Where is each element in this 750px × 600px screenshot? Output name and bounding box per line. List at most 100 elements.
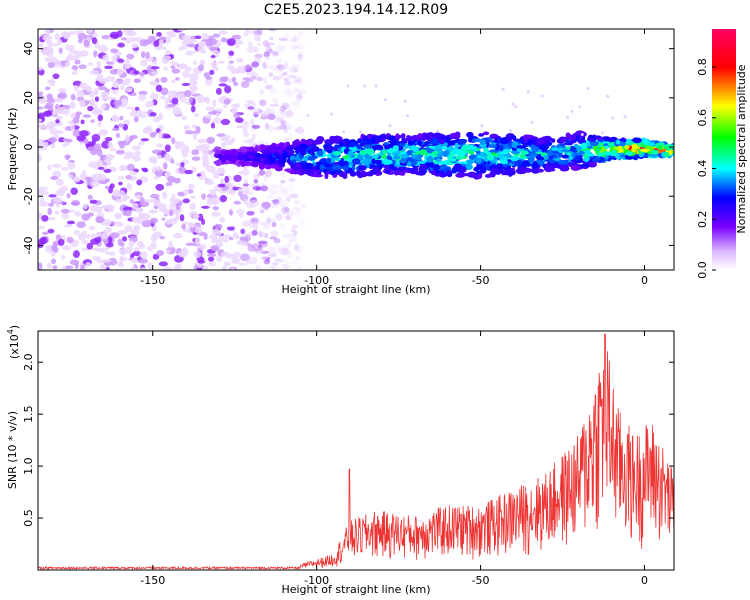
noise-blob xyxy=(209,234,218,240)
signal-blob xyxy=(543,154,548,161)
signal-blob xyxy=(366,148,375,156)
noise-blob xyxy=(144,198,150,203)
noise-blob xyxy=(192,132,198,141)
noise-blob xyxy=(271,199,279,203)
noise-blob xyxy=(190,195,196,199)
noise-blob xyxy=(208,38,218,45)
noise-blob xyxy=(342,130,346,134)
noise-blob xyxy=(266,125,276,132)
signal-blob xyxy=(624,144,630,150)
signal-blob xyxy=(664,151,670,158)
noise-blob xyxy=(210,245,220,252)
noise-blob xyxy=(283,127,289,135)
noise-blob xyxy=(266,217,271,224)
noise-blob xyxy=(190,105,196,113)
noise-blob xyxy=(173,209,179,215)
noise-blob xyxy=(104,137,113,142)
noise-blob xyxy=(270,229,279,237)
signal-blob xyxy=(430,169,437,176)
noise-blob xyxy=(281,199,287,203)
noise-blob xyxy=(268,246,273,253)
noise-blob xyxy=(580,132,584,136)
noise-blob xyxy=(270,245,281,254)
noise-blob xyxy=(135,207,142,213)
noise-blob xyxy=(283,122,290,126)
noise-blob xyxy=(153,116,161,123)
noise-blob xyxy=(272,198,280,205)
noise-blob xyxy=(139,267,147,270)
noise-blob xyxy=(211,201,218,206)
noise-blob xyxy=(218,83,228,87)
signal-blob xyxy=(374,159,383,165)
noise-blob xyxy=(251,124,261,129)
noise-blob xyxy=(46,93,53,100)
noise-blob xyxy=(286,178,295,182)
signal-blob xyxy=(410,167,417,174)
noise-blob xyxy=(93,87,99,96)
noise-blob xyxy=(83,138,89,145)
signal-blob xyxy=(650,149,659,155)
noise-blob xyxy=(62,245,72,251)
noise-blob xyxy=(286,240,293,248)
noise-blob xyxy=(93,50,98,58)
signal-blob xyxy=(427,162,434,167)
noise-blob xyxy=(480,124,484,128)
signal-blob xyxy=(415,155,422,161)
noise-blob xyxy=(153,175,160,180)
signal-blob xyxy=(570,164,581,171)
noise-blob xyxy=(228,209,234,216)
noise-blob xyxy=(282,87,291,96)
noise-blob xyxy=(259,221,268,226)
noise-blob xyxy=(288,46,297,52)
noise-blob xyxy=(69,259,80,266)
noise-blob xyxy=(163,66,168,71)
noise-blob xyxy=(76,91,85,98)
noise-blob xyxy=(242,220,251,227)
noise-blob xyxy=(284,104,288,108)
noise-blob xyxy=(271,221,277,228)
noise-blob xyxy=(211,211,221,217)
noise-blob xyxy=(290,228,296,233)
noise-blob xyxy=(196,267,203,270)
noise-blob xyxy=(224,181,233,187)
noise-blob xyxy=(70,187,78,195)
noise-blob xyxy=(298,50,304,58)
noise-blob xyxy=(283,81,292,86)
signal-blob xyxy=(457,151,464,156)
signal-blob xyxy=(478,172,483,179)
signal-blob xyxy=(309,151,315,156)
noise-blob xyxy=(290,88,301,94)
noise-blob xyxy=(60,254,66,260)
signal-blob xyxy=(475,157,482,164)
noise-blob xyxy=(256,29,263,36)
noise-blob xyxy=(294,246,302,253)
signal-blob xyxy=(260,154,269,159)
noise-blob xyxy=(306,113,310,117)
noise-blob xyxy=(129,37,138,43)
noise-blob xyxy=(275,212,282,221)
noise-blob xyxy=(96,159,103,166)
noise-blob xyxy=(164,171,171,177)
noise-blob xyxy=(50,122,60,126)
noise-blob xyxy=(58,47,63,54)
noise-blob xyxy=(40,196,45,203)
noise-blob xyxy=(66,193,71,199)
noise-blob xyxy=(201,218,206,225)
noise-blob xyxy=(205,76,213,80)
signal-blob xyxy=(419,164,427,171)
noise-blob xyxy=(147,262,154,270)
noise-blob xyxy=(96,61,101,69)
noise-blob xyxy=(388,124,392,128)
noise-blob xyxy=(66,236,74,244)
signal-blob xyxy=(435,140,441,145)
noise-blob xyxy=(236,208,245,215)
noise-blob xyxy=(49,56,58,63)
noise-blob xyxy=(268,29,277,32)
noise-blob xyxy=(48,202,54,207)
noise-blob xyxy=(131,202,139,209)
signal-blob xyxy=(559,164,567,172)
noise-blob xyxy=(279,112,289,118)
signal-blob xyxy=(371,154,380,159)
signal-blob xyxy=(518,160,523,165)
noise-blob xyxy=(149,217,159,224)
